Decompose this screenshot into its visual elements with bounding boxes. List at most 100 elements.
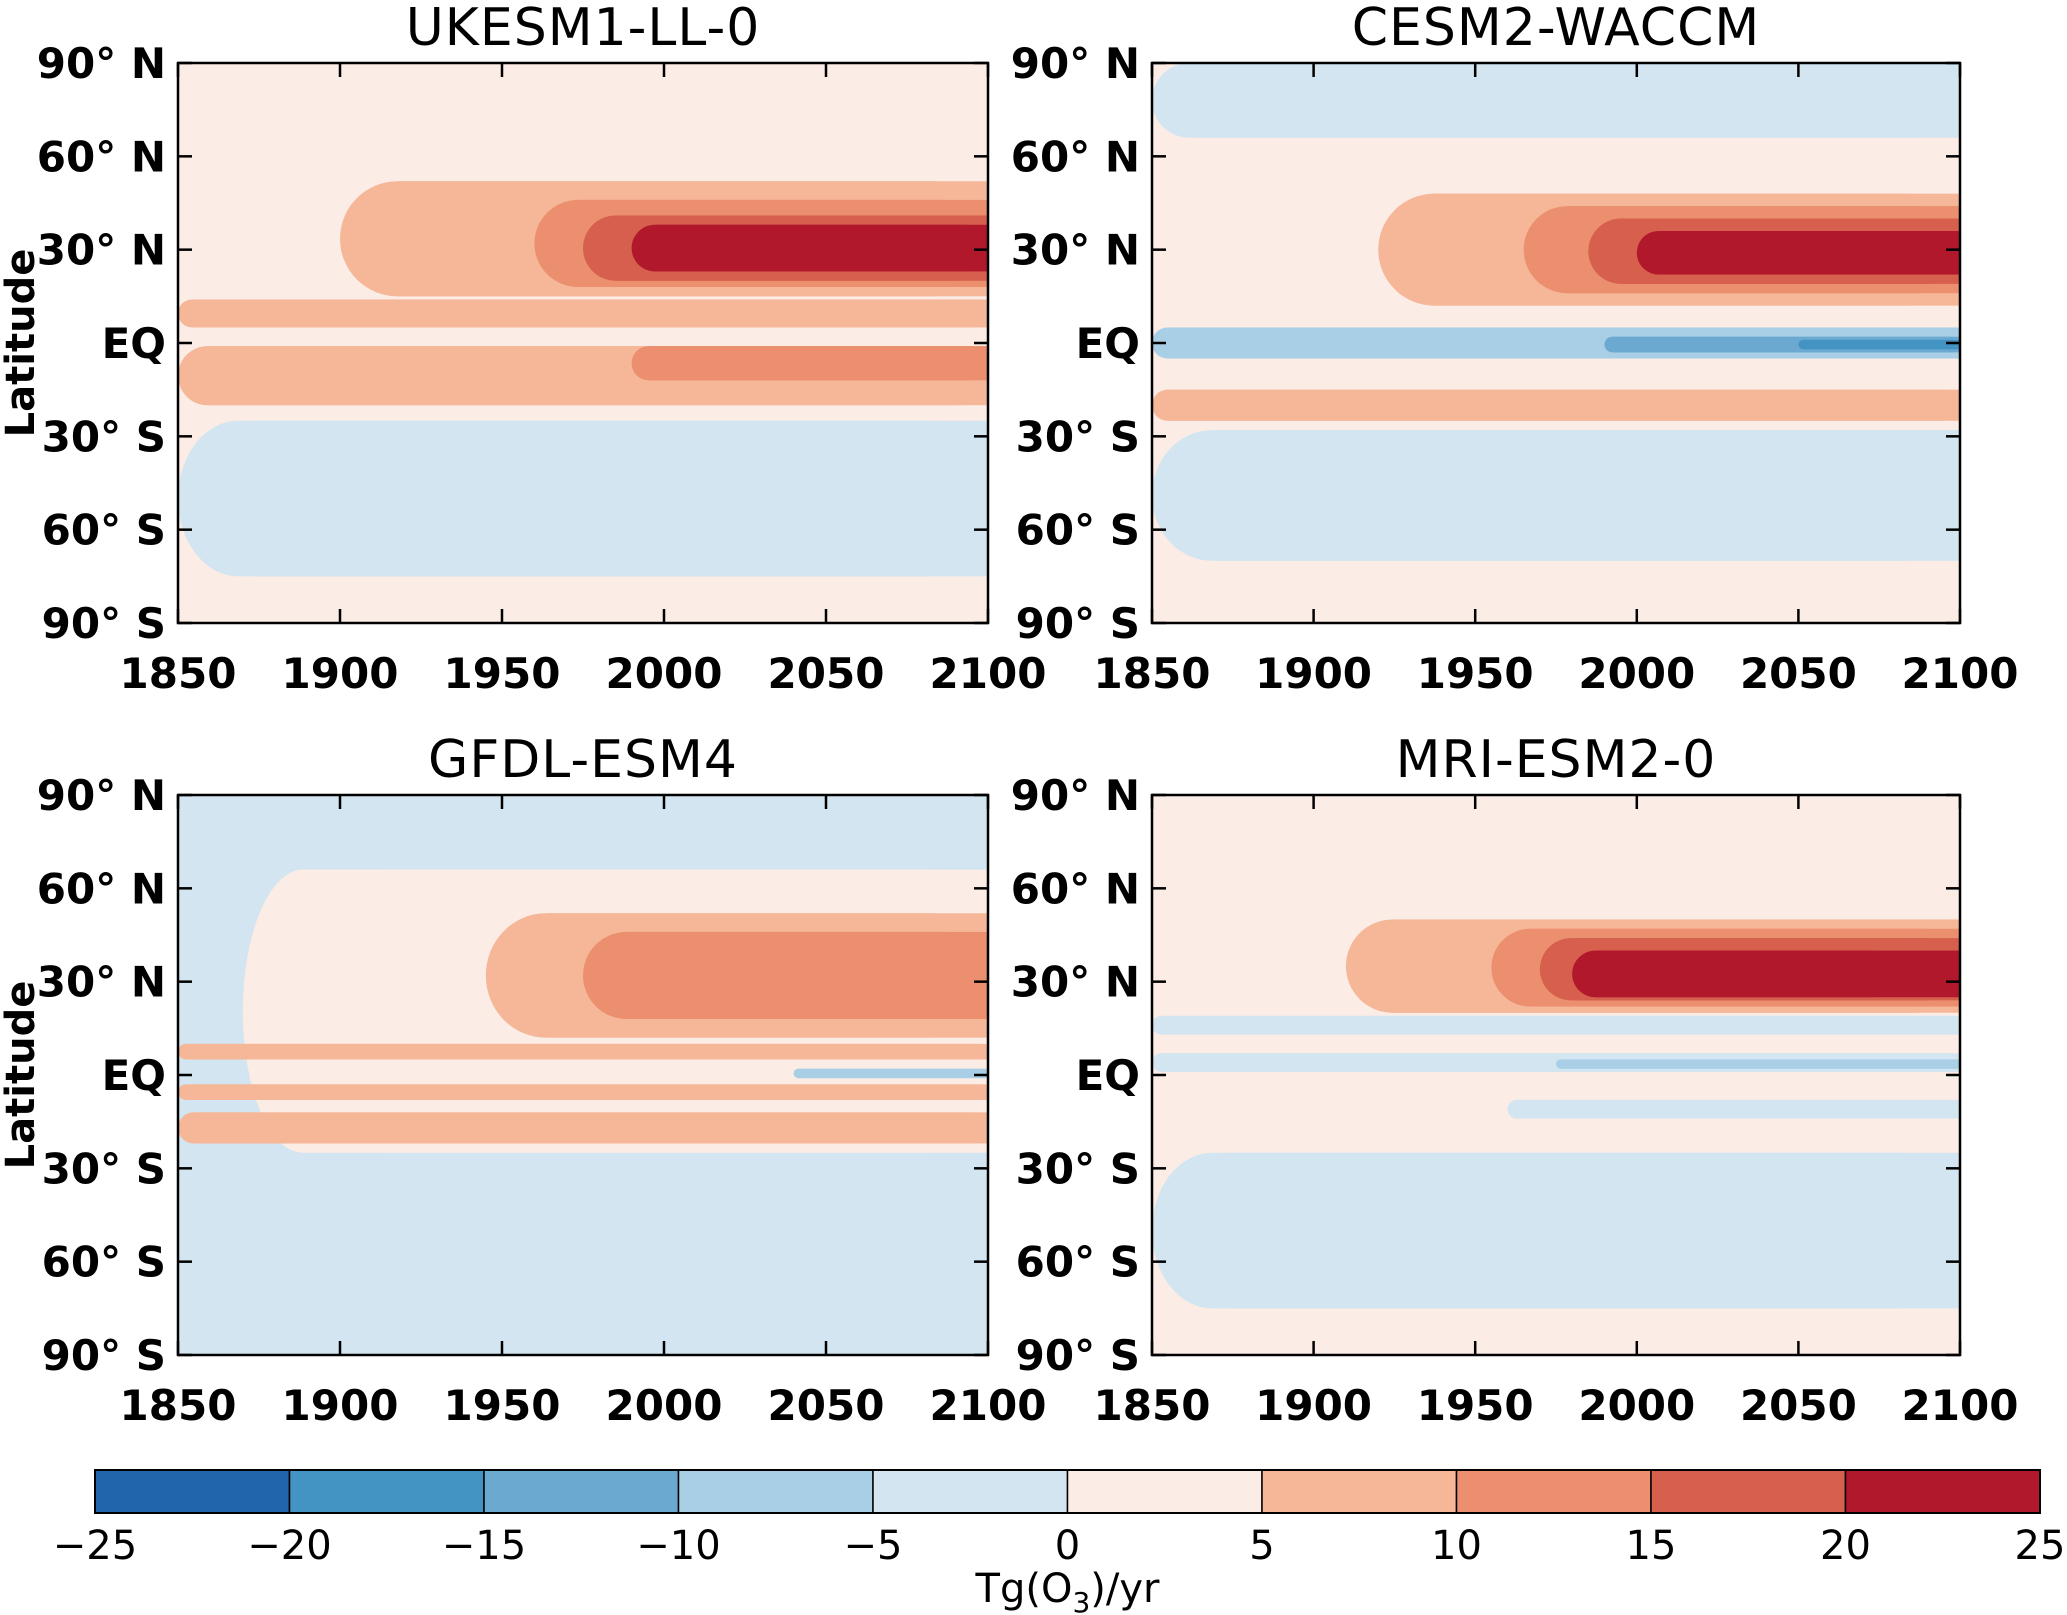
- x-tick-label: 1900: [1255, 1381, 1372, 1430]
- y-tick-label: 30° S: [1016, 1144, 1140, 1193]
- x-tick-label: 2050: [768, 649, 885, 698]
- y-tick-label: 30° S: [42, 412, 166, 461]
- x-tick-label: 1850: [120, 1381, 237, 1430]
- contour-region: [1560, 1059, 1960, 1069]
- y-tick-label: 90° S: [42, 1331, 166, 1380]
- panel-field: [178, 795, 988, 1355]
- contour-region: [1658, 231, 1960, 275]
- y-tick-label: 60° S: [42, 1238, 166, 1287]
- x-tick-label: 1900: [282, 649, 399, 698]
- contour-region: [1595, 950, 1960, 998]
- colorbar-tick-label: −5: [844, 1523, 903, 1569]
- y-tick-label: 30° N: [1011, 226, 1140, 275]
- colorbar: −25 −20 −15 −10 −5 0 5 10 15 20 25 Tg(O3)/yr: [53, 1469, 2066, 1615]
- x-tick-label: 1850: [1094, 649, 1211, 698]
- contour-region: [1189, 63, 1960, 138]
- colorbar-segment: [1066, 1469, 1263, 1514]
- y-tick-label: 30° S: [1016, 412, 1140, 461]
- x-tick-label: 1950: [1417, 1381, 1534, 1430]
- x-tick-label: 2100: [930, 649, 1047, 698]
- panel-3: MRI-ESM2-0 1850 1900 1950 2000 2050 2100 90° N 6…: [1011, 730, 2019, 1430]
- x-tick-label: 1950: [444, 1381, 561, 1430]
- panels: UKESM1-LL-0 1850 1900 1950 2000 2050 2100 90° N…: [0, 0, 2018, 1430]
- colorbar-tick-label: −10: [636, 1523, 720, 1569]
- colorbar-tick-label: 25: [2015, 1523, 2066, 1569]
- panel-0: UKESM1-LL-0 1850 1900 1950 2000 2050 2100 90° N…: [0, 0, 1046, 698]
- x-tick-label: 1900: [282, 1381, 399, 1430]
- colorbar-tick-label: 20: [1820, 1523, 1871, 1569]
- colorbar-segment: [483, 1469, 680, 1514]
- colorbar-label: Tg(O3)/yr: [975, 1566, 1161, 1615]
- colorbar-tick-label: 0: [1055, 1523, 1080, 1569]
- y-tick-label: EQ: [102, 1051, 166, 1100]
- x-tick-label: 2050: [1740, 1381, 1857, 1430]
- x-tick-label: 2050: [768, 1381, 885, 1430]
- colorbar-segment: [94, 1469, 291, 1514]
- panel-title: GFDL-ESM4: [428, 730, 738, 790]
- colorbar-tick-label: −15: [442, 1523, 526, 1569]
- y-tick-label: 30° N: [37, 226, 166, 275]
- x-tick-label: 2000: [606, 649, 723, 698]
- y-tick-label: 60° S: [1016, 1238, 1140, 1287]
- contour-region: [192, 299, 988, 328]
- x-tick-label: 1950: [1417, 649, 1534, 698]
- x-tick-label: 2100: [1902, 1381, 2019, 1430]
- y-tick-label: 30° N: [1011, 958, 1140, 1007]
- y-tick-label: 60° N: [37, 132, 166, 181]
- contour-region: [1803, 339, 1960, 350]
- colorbar-segment: [288, 1469, 485, 1514]
- contour-region: [654, 224, 988, 272]
- panel-1: CESM2-WACCM 1850 1900 1950 2000 2050 2100 90° N…: [1011, 0, 2019, 698]
- y-tick-label: 30° S: [42, 1144, 166, 1193]
- contour-region: [185, 1043, 988, 1060]
- panel-field: [1152, 63, 1960, 623]
- contour-region: [1516, 1099, 1960, 1119]
- panel-2: GFDL-ESM4 1850 1900 1950 2000 2050 2100 90° N 60…: [0, 730, 1046, 1430]
- x-tick-label: 1950: [444, 649, 561, 698]
- colorbar-tick-label: 15: [1626, 1523, 1677, 1569]
- y-axis-label: Latitude: [0, 981, 44, 1170]
- colorbar-frame: [94, 1469, 2041, 1514]
- y-tick-label: 30° N: [37, 958, 166, 1007]
- y-tick-label: 90° N: [1011, 39, 1140, 88]
- colorbar-segment: [872, 1469, 1069, 1514]
- colorbar-segment: [1844, 1469, 2041, 1514]
- panel-title: MRI-ESM2-0: [1396, 730, 1717, 790]
- y-tick-label: 60° S: [42, 506, 166, 555]
- y-tick-label: 90° N: [37, 771, 166, 820]
- contour-region: [1217, 430, 1960, 561]
- x-tick-label: 2000: [1578, 649, 1695, 698]
- contour-region: [798, 1068, 988, 1079]
- colorbar-tick-label: 10: [1431, 1523, 1482, 1569]
- contour-region: [193, 1112, 988, 1144]
- colorbar-segment: [1261, 1469, 1458, 1514]
- contour-region: [255, 420, 988, 577]
- x-tick-label: 2100: [1902, 649, 2019, 698]
- contour-region: [626, 931, 988, 1019]
- y-tick-label: 60° N: [37, 864, 166, 913]
- contour-region: [1167, 389, 1960, 421]
- y-tick-label: 60° N: [1011, 864, 1140, 913]
- y-tick-label: 90° N: [37, 39, 166, 88]
- x-tick-label: 1850: [120, 649, 237, 698]
- y-tick-label: EQ: [102, 319, 166, 368]
- x-tick-label: 2050: [1740, 649, 1857, 698]
- panel-title: UKESM1-LL-0: [406, 0, 761, 58]
- y-tick-label: EQ: [1076, 1051, 1140, 1100]
- y-axis-label: Latitude: [0, 249, 44, 438]
- contour-region: [1161, 1015, 1960, 1035]
- x-tick-label: 1850: [1094, 1381, 1211, 1430]
- x-tick-label: 2100: [930, 1381, 1047, 1430]
- panel-title: CESM2-WACCM: [1352, 0, 1761, 58]
- y-tick-label: 90° N: [1011, 771, 1140, 820]
- colorbar-tick-label: −20: [247, 1523, 331, 1569]
- x-tick-label: 2000: [1578, 1381, 1695, 1430]
- y-tick-label: 60° S: [1016, 506, 1140, 555]
- colorbar-segment: [1455, 1469, 1652, 1514]
- panel-field: [1152, 795, 1960, 1355]
- colorbar-segment: [1650, 1469, 1847, 1514]
- x-tick-label: 2000: [606, 1381, 723, 1430]
- y-tick-label: 90° S: [1016, 599, 1140, 648]
- y-tick-label: EQ: [1076, 319, 1140, 368]
- panel-field: [178, 63, 988, 623]
